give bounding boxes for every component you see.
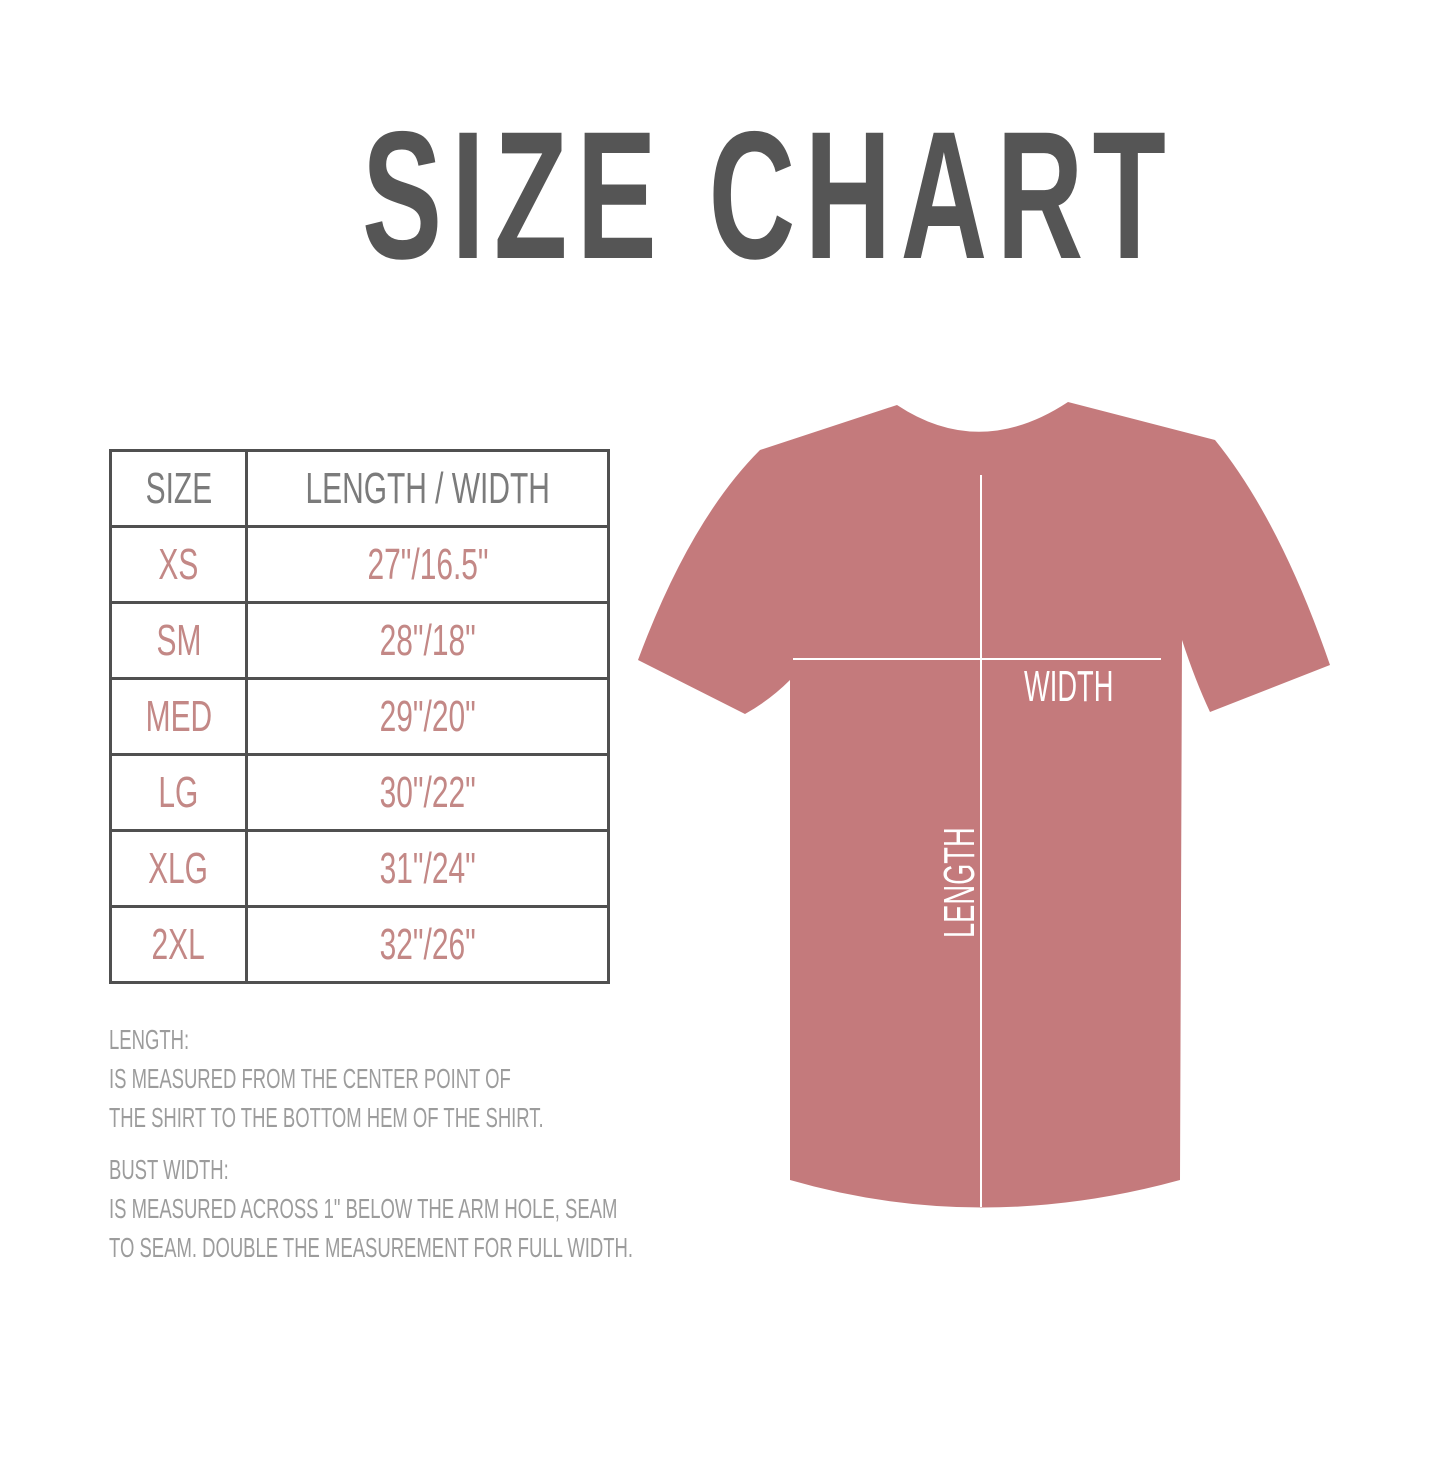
tshirt-shape [638,402,1330,1208]
size-cell: XLG [109,829,248,908]
table-header-row: SIZE LENGTH / WIDTH [109,449,611,528]
page-title: SIZE CHART [362,93,1176,297]
header-size: SIZE [109,449,248,528]
header-measure: LENGTH / WIDTH [244,449,611,528]
header-measure-text: LENGTH / WIDTH [305,464,550,513]
length-note: LENGTH: IS MEASURED FROM THE CENTER POIN… [109,1020,544,1137]
size-text: LG [158,768,199,817]
table-row: 2XL 32"/26" [109,905,611,984]
measure-text: 29"/20" [379,692,476,741]
size-text: XS [158,540,199,589]
size-text: SM [156,616,201,665]
measure-text: 31"/24" [379,844,476,893]
measure-cell: 31"/24" [244,829,611,908]
size-table: SIZE LENGTH / WIDTH XS 27"/16.5" SM 28"/18… [109,449,611,984]
size-text: XLG [148,844,209,893]
length-label: LENGTH [935,760,985,938]
measure-cell: 30"/22" [244,753,611,832]
size-cell: SM [109,601,248,680]
size-cell: XS [109,525,248,604]
table-row: XS 27"/16.5" [109,525,611,604]
measure-cell: 29"/20" [244,677,611,756]
length-label-text: LENGTH [935,827,984,938]
size-text: MED [145,692,212,741]
width-note-line: IS MEASURED ACROSS 1" BELOW THE ARM HOLE… [109,1193,618,1224]
table-row: SM 28"/18" [109,601,611,680]
size-cell: 2XL [109,905,248,984]
measure-cell: 27"/16.5" [244,525,611,604]
measure-text: 32"/26" [379,920,476,969]
width-label: WIDTH [1024,662,1168,712]
length-note-line: IS MEASURED FROM THE CENTER POINT OF [109,1063,511,1094]
measure-text: 27"/16.5" [367,540,489,589]
table-row: LG 30"/22" [109,753,611,832]
table-row: XLG 31"/24" [109,829,611,908]
width-note-line: TO SEAM. DOUBLE THE MEASUREMENT FOR FULL… [109,1232,634,1263]
measure-text: 28"/18" [379,616,476,665]
length-note-line: THE SHIRT TO THE BOTTOM HEM OF THE SHIRT… [109,1102,544,1133]
width-label-text: WIDTH [1024,662,1114,711]
measure-cell: 28"/18" [244,601,611,680]
width-note-heading: BUST WIDTH: [109,1154,229,1185]
size-cell: MED [109,677,248,756]
measure-text: 30"/22" [379,768,476,817]
table-row: MED 29"/20" [109,677,611,756]
measure-cell: 32"/26" [244,905,611,984]
header-size-text: SIZE [145,464,212,513]
length-note-heading: LENGTH: [109,1024,190,1055]
size-cell: LG [109,753,248,832]
size-text: 2XL [151,920,206,969]
width-note: BUST WIDTH: IS MEASURED ACROSS 1" BELOW … [109,1150,633,1267]
